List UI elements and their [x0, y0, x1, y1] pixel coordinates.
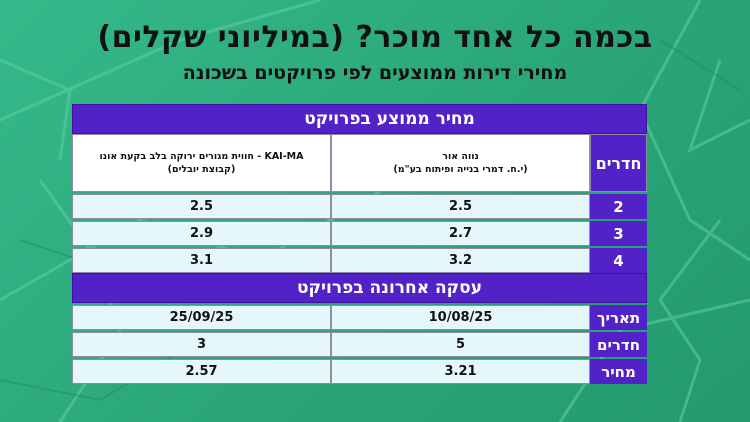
table-row: 2 2.5 2.5: [72, 194, 647, 219]
table-header-row: חדרים נווה אור (י.ח. דמרי בנייה ופיתוח ב…: [72, 134, 647, 192]
project-b-price-cell: 2.5: [72, 194, 331, 219]
table-row: חדרים 5 3: [72, 332, 647, 357]
table-row: תאריך 10/08/25 25/09/25: [72, 305, 647, 330]
project-a-price-cell: 3.2: [331, 248, 590, 273]
project-b-name: KAI-MA - חווית מגורים ירוקה בלב בקעת אונ…: [99, 151, 304, 162]
project-b-price-cell: 3.1: [72, 248, 331, 273]
project-a-value-cell: 3.21: [331, 359, 590, 384]
project-a-name: נווה אור: [442, 151, 479, 162]
project-a-header: נווה אור (י.ח. דמרי בנייה ופיתוח בע"מ): [331, 134, 590, 192]
project-a-price-cell: 2.7: [331, 221, 590, 246]
project-b-header: KAI-MA - חווית מגורים ירוקה בלב בקעת אונ…: [72, 134, 331, 192]
last-deal-label-cell: חדרים: [590, 332, 647, 357]
project-b-price-cell: 2.9: [72, 221, 331, 246]
project-b-value-cell: 3: [72, 332, 331, 357]
project-a-value-cell: 5: [331, 332, 590, 357]
project-b-value-cell: 2.57: [72, 359, 331, 384]
rooms-column-header: חדרים: [590, 134, 647, 192]
table-row: 3 2.7 2.9: [72, 221, 647, 246]
project-a-price-cell: 2.5: [331, 194, 590, 219]
section-last-deal-title: עסקה אחרונה בפרויקט: [72, 273, 647, 303]
last-deal-label-cell: תאריך: [590, 305, 647, 330]
project-a-developer: (י.ח. דמרי בנייה ופיתוח בע"מ): [393, 164, 528, 175]
project-b-developer: (קבוצת יובלים): [167, 164, 236, 175]
table-row: מחיר 3.21 2.57: [72, 359, 647, 384]
page-title: בכמה כל אחד מוכר? (במיליוני שקלים): [97, 20, 653, 55]
page-subtitle: מחירי דירות ממוצעים לפי פרויקטים בשכונה: [182, 62, 568, 84]
project-a-value-cell: 10/08/25: [331, 305, 590, 330]
prices-table: מחיר ממוצע בפרויקט חדרים נווה אור (י.ח. …: [72, 104, 647, 384]
project-b-value-cell: 25/09/25: [72, 305, 331, 330]
last-deal-label-cell: מחיר: [590, 359, 647, 384]
rooms-cell: 3: [590, 221, 647, 246]
section-average-price-title: מחיר ממוצע בפרויקט: [72, 104, 647, 134]
table-row: 4 3.2 3.1: [72, 248, 647, 273]
rooms-cell: 2: [590, 194, 647, 219]
rooms-cell: 4: [590, 248, 647, 273]
